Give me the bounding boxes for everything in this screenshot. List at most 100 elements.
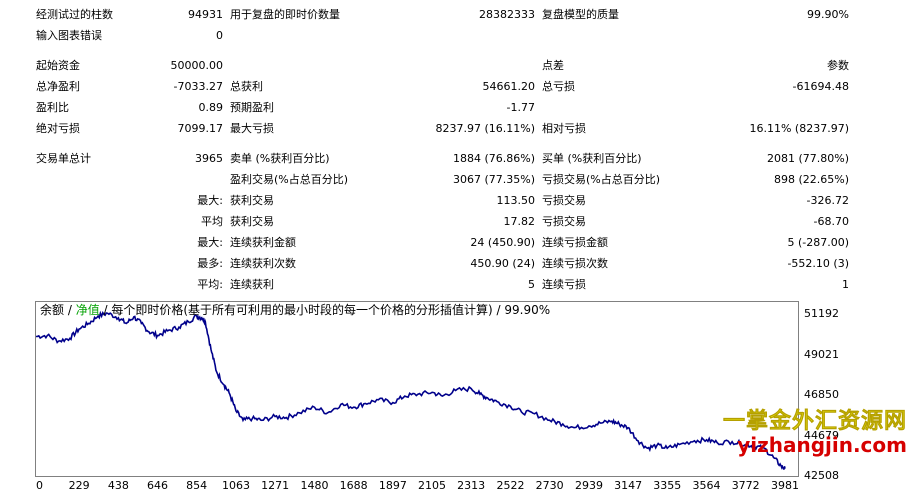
x-tick-label: 229: [68, 479, 90, 492]
loss-trades-label: 亏损交易(%占总百分比): [542, 173, 661, 186]
average-consecutive-losses-value: 1: [842, 278, 849, 291]
profit-trades-label: 盈利交易(%占总百分比): [230, 173, 349, 186]
gross-profit-label: 总获利: [230, 80, 263, 93]
average-consecutive-wins-label: 连续获利: [230, 278, 274, 291]
x-tick-label: 2730: [535, 479, 564, 492]
watermark: 一掌金外汇资源网 yizhangjin.com: [722, 409, 907, 457]
maximal-consecutive-profit-label: 连续获利次数: [230, 257, 296, 270]
average-profit-value: 17.82: [503, 215, 536, 228]
ticks-value: 28382333: [479, 8, 535, 21]
x-tick-label: 3355: [653, 479, 682, 492]
y-tick-label: 49021: [804, 347, 839, 361]
model-quality-value: 99.90%: [807, 8, 849, 21]
x-tick-label: 2522: [496, 479, 525, 492]
largest-loss-label: 亏损交易: [542, 194, 586, 207]
y-tick-label: 51192: [804, 307, 839, 321]
mismatch-value: 0: [216, 29, 223, 42]
x-tick-label: 3981: [771, 479, 800, 492]
short-positions-label: 卖单 (%获利百分比): [230, 152, 330, 165]
x-tick-label: 1271: [261, 479, 290, 492]
relative-drawdown-label: 相对亏损: [542, 122, 586, 135]
maximal-consecutive-loss-label: 连续亏损次数: [542, 257, 608, 270]
ticks-label: 用于复盘的即时价数量: [230, 8, 340, 21]
largest-profit-value: 113.50: [496, 194, 536, 207]
legend-balance: 余额: [40, 303, 65, 317]
long-positions-label: 买单 (%获利百分比): [542, 152, 642, 165]
maximal-drawdown-label: 最大亏损: [230, 122, 274, 135]
absolute-drawdown-value: 7099.17: [177, 122, 224, 135]
model-quality-label: 复盘模型的质量: [542, 8, 619, 21]
net-profit-label: 总净盈利: [36, 80, 80, 93]
spread-value: 参数: [827, 59, 849, 72]
x-tick-label: 2313: [457, 479, 486, 492]
maximal-drawdown-value: 8237.97 (16.11%): [435, 122, 535, 135]
y-tick-label: 46850: [804, 388, 839, 402]
x-tick-label: 2939: [574, 479, 603, 492]
largest-prefix: 最大:: [197, 194, 223, 207]
loss-trades-value: 898 (22.65%): [773, 173, 849, 186]
chart-legend: 余额 / 净值 / 每个即时价格(基于所有可利用的最小时段的每一个价格的分形插值…: [40, 303, 550, 317]
initial-deposit-label: 起始资金: [36, 59, 80, 72]
expected-payoff-value: -1.77: [506, 101, 535, 114]
average-loss-value: -68.70: [813, 215, 849, 228]
maximal-consecutive-loss-value: -552.10 (3): [787, 257, 849, 270]
balance-line: [36, 310, 786, 470]
gross-loss-label: 总亏损: [542, 80, 575, 93]
profit-factor-label: 盈利比: [36, 101, 69, 114]
average-consecutive-losses-label: 连续亏损: [542, 278, 586, 291]
max-consecutive-prefix: 最大:: [197, 236, 223, 249]
largest-loss-value: -326.72: [806, 194, 849, 207]
x-tick-label: 3147: [614, 479, 643, 492]
x-tick-label: 3564: [692, 479, 721, 492]
mismatch-label: 输入图表错误: [36, 29, 102, 42]
x-tick-label: 1688: [339, 479, 368, 492]
largest-profit-label: 获利交易: [230, 194, 274, 207]
profit-trades-value: 3067 (77.35%): [452, 173, 535, 186]
watermark-url: yizhangjin.com: [737, 433, 907, 457]
bars-tested-label: 经测试过的柱数: [36, 8, 113, 21]
x-tick-label: 3772: [731, 479, 760, 492]
initial-deposit-value: 50000.00: [170, 59, 224, 72]
x-tick-label: 1063: [222, 479, 250, 492]
legend-description: 每个即时价格(基于所有可利用的最小时段的每一个价格的分形插值计算) / 99.9…: [111, 303, 551, 317]
average-profit-label: 获利交易: [230, 215, 274, 228]
maximal-consecutive-profit-value: 450.90 (24): [470, 257, 535, 270]
balance-chart-plot: [36, 310, 786, 470]
y-tick-label: 42508: [804, 469, 839, 482]
legend-separator: /: [64, 303, 76, 317]
x-tick-label: 438: [107, 479, 129, 492]
profit-factor-value: 0.89: [198, 101, 224, 114]
x-tick-label: 0: [36, 479, 43, 492]
max-consecutive-losses-label: 连续亏损金额: [542, 236, 608, 249]
average-consecutive-prefix: 平均:: [197, 278, 223, 291]
gross-profit-value: 54661.20: [482, 80, 536, 93]
spread-label: 点差: [542, 59, 564, 72]
legend-equity: 净值: [75, 303, 100, 317]
bars-tested-value: 94931: [188, 8, 223, 21]
short-positions-value: 1884 (76.86%): [452, 152, 535, 165]
balance-chart: [35, 301, 799, 477]
x-tick-label: 1480: [300, 479, 329, 492]
net-profit-value: -7033.27: [173, 80, 223, 93]
y-tick-label: 44679: [804, 428, 839, 442]
x-tick-label: 646: [147, 479, 169, 492]
expected-payoff-label: 预期盈利: [230, 101, 274, 114]
x-tick-label: 854: [186, 479, 208, 492]
x-tick-label: 1897: [378, 479, 407, 492]
watermark-title: 一掌金外汇资源网: [722, 409, 907, 434]
maximal-consecutive-prefix: 最多:: [197, 257, 223, 270]
average-loss-label: 亏损交易: [542, 215, 586, 228]
total-trades-value: 3965: [195, 152, 223, 165]
max-consecutive-losses-value: 5 (-287.00): [787, 236, 849, 249]
long-positions-value: 2081 (77.80%): [766, 152, 849, 165]
x-tick-label: 2105: [418, 479, 447, 492]
relative-drawdown-value: 16.11% (8237.97): [749, 122, 849, 135]
max-consecutive-wins-label: 连续获利金额: [230, 236, 296, 249]
gross-loss-value: -61694.48: [792, 80, 849, 93]
total-trades-label: 交易单总计: [36, 152, 91, 165]
average-consecutive-wins-value: 5: [528, 278, 535, 291]
absolute-drawdown-label: 绝对亏损: [36, 122, 80, 135]
legend-separator: /: [99, 303, 112, 317]
average-prefix: 平均: [201, 215, 223, 228]
max-consecutive-wins-value: 24 (450.90): [470, 236, 535, 249]
